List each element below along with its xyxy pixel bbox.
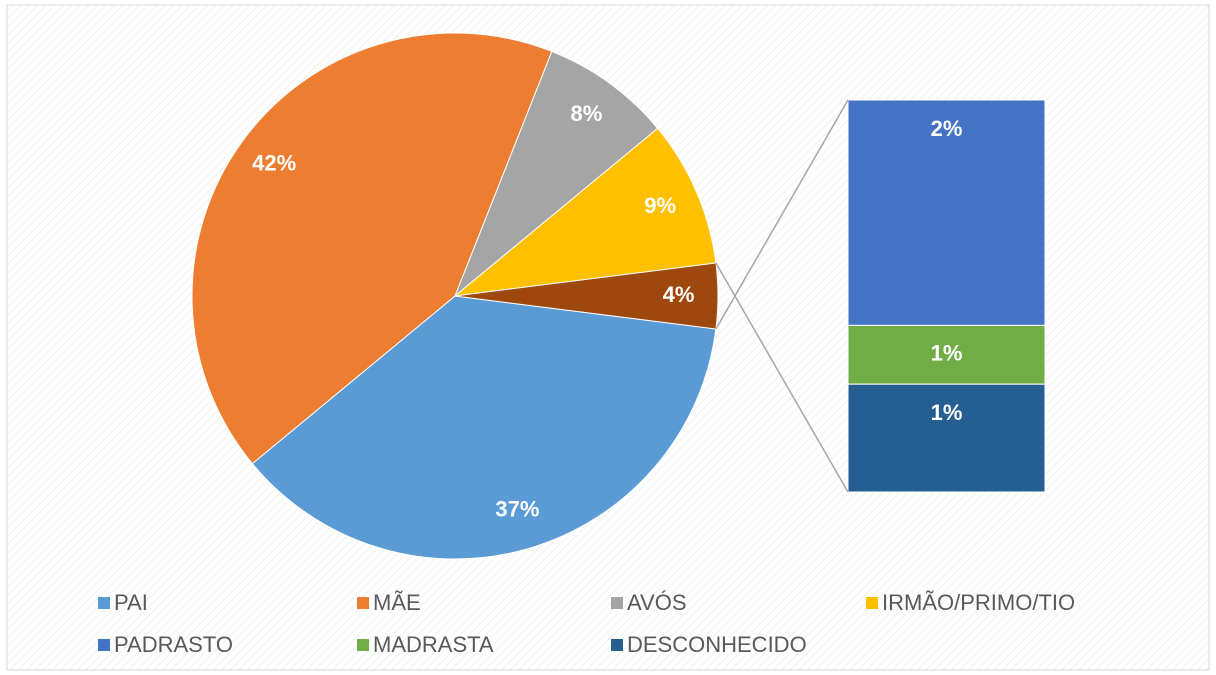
legend-label: MÃE	[373, 590, 421, 615]
connector-line	[715, 262, 849, 493]
data-label: 37%	[495, 496, 539, 521]
data-label: 2%	[931, 116, 963, 141]
legend-label: MADRASTA	[373, 632, 494, 657]
data-label: 9%	[644, 193, 676, 218]
legend-label: DESCONHECIDO	[627, 632, 807, 657]
legend-label: IRMÃO/PRIMO/TIO	[882, 590, 1075, 615]
legend-swatch	[611, 639, 623, 651]
bar-segment	[847, 383, 1046, 493]
legend-label: PAI	[114, 590, 148, 615]
legend-swatch	[866, 597, 878, 609]
bar-segment	[847, 324, 1046, 385]
pie-slice	[191, 32, 553, 465]
bar-segment	[847, 99, 1046, 326]
pie-slice	[453, 127, 717, 297]
data-label: 1%	[931, 341, 963, 366]
data-label: 1%	[931, 400, 963, 425]
legend-swatch	[98, 639, 110, 651]
legend-swatch	[357, 597, 369, 609]
legend-label: PADRASTO	[114, 632, 233, 657]
data-label: 8%	[571, 101, 603, 126]
connector-line	[715, 99, 849, 330]
data-label: 4%	[663, 282, 695, 307]
pie-slice	[454, 50, 659, 297]
legend-swatch	[98, 597, 110, 609]
legend-swatch	[611, 597, 623, 609]
data-label: 42%	[252, 150, 296, 175]
legend-label: AVÓS	[627, 590, 687, 615]
legend-swatch	[357, 639, 369, 651]
pie-slice	[251, 295, 717, 560]
